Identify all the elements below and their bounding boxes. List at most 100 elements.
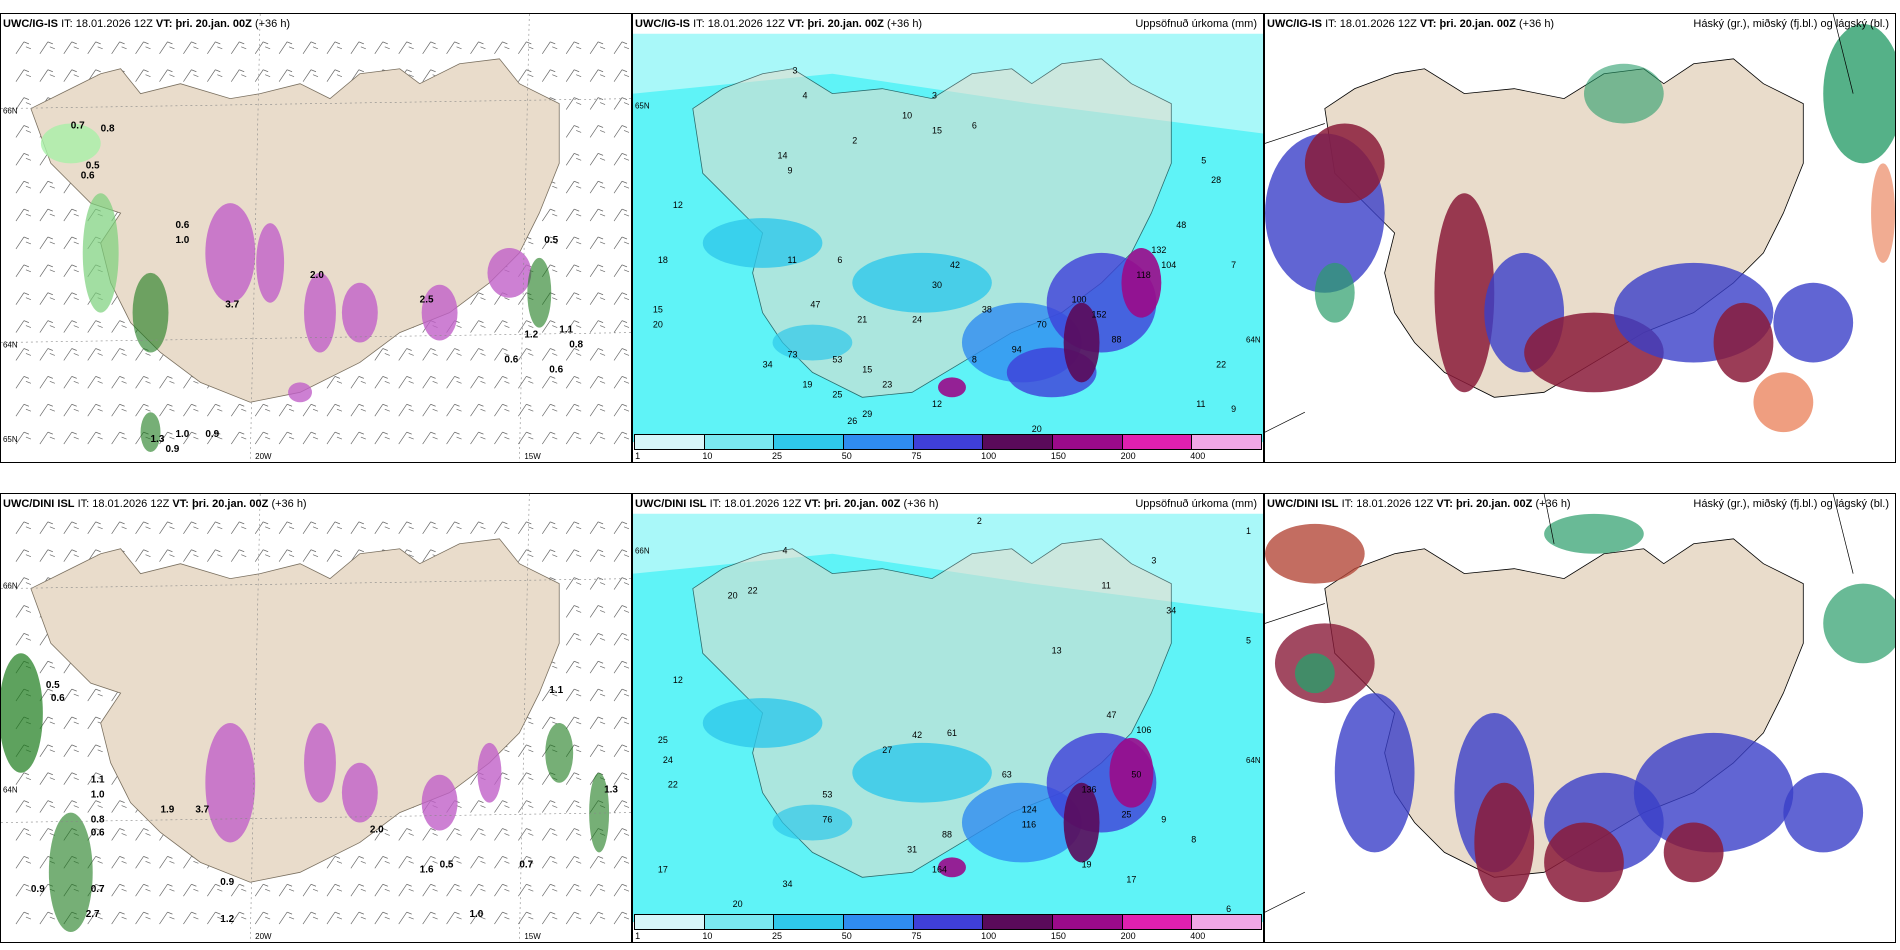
wind-barb-icon: [565, 633, 582, 646]
wind-barb-icon: [15, 605, 32, 618]
wind-barb-icon: [613, 660, 630, 674]
precip-value: 1.1: [559, 325, 573, 336]
wind-barb-icon: [39, 69, 55, 82]
wind-barb-icon: [422, 521, 438, 535]
wind-barb-icon: [565, 180, 582, 194]
wind-barb-icon: [518, 744, 534, 758]
it-value: 18.01.2026 12Z: [1356, 498, 1434, 510]
wind-barb-icon: [63, 800, 79, 813]
wind-barb-icon: [494, 800, 510, 813]
wind-barb-icon: [254, 883, 271, 897]
precip-value: 124: [1022, 805, 1037, 815]
panel-cloud-ig-is: UWC/IG-IS IT: 18.01.2026 12Z VT: þri. 20…: [1264, 13, 1896, 463]
wind-barb-icon: [87, 772, 103, 785]
wind-barb-icon: [350, 883, 366, 897]
colorbar-swatch: [774, 435, 845, 449]
wind-barb-icon: [183, 431, 199, 445]
wind-barb-icon: [183, 883, 199, 897]
wind-barb-icon: [494, 521, 510, 535]
wind-barb-icon: [518, 800, 534, 813]
precip-value: 7: [1231, 260, 1236, 270]
wind-barb-icon: [326, 521, 343, 535]
precip-values: 3 4 2 10 15 6 14 9 12 18 15 20 11 6 42 3…: [653, 66, 1236, 434]
wind-barb-icon: [135, 828, 151, 841]
wind-barb-icon: [374, 376, 390, 389]
wind-barb-icon: [589, 633, 606, 646]
wind-barb-icon: [278, 911, 295, 925]
iceland-land: [30, 538, 560, 883]
precip-value: 15: [653, 305, 663, 315]
panel-wind-dini-isl: UWC/DINI ISL IT: 18.01.2026 12Z VT: þri.…: [0, 493, 632, 943]
wind-barb-icon: [374, 403, 390, 417]
wind-barb-icon: [302, 911, 319, 925]
colorbar-swatch: [635, 435, 705, 449]
wind-barb-icon: [15, 41, 32, 55]
colorbar-tick: 75: [911, 451, 922, 461]
wind-barb-icon: [326, 376, 343, 389]
wind-barb-icon: [39, 292, 55, 305]
wind-barb-icon: [254, 403, 271, 417]
wind-barb-icon: [302, 883, 319, 897]
wind-barb-icon: [589, 376, 606, 389]
wind-barb-icon: [15, 180, 32, 194]
wind-map-svg: 66N 64N 20W 15W 0.5 0.6 1.1 1.0 0.8 0.6 …: [1, 494, 631, 942]
wind-barb-icon: [446, 431, 462, 445]
wind-barb-icon: [589, 549, 606, 562]
lead-time: (+36 h): [1535, 498, 1571, 510]
precip-value: 22: [1216, 359, 1226, 369]
wind-barb-icon: [398, 431, 414, 445]
axis-labels: 66N 64N: [635, 547, 1261, 765]
wind-barb-icon: [350, 521, 366, 535]
wind-barb-icon: [422, 376, 438, 389]
precip-value: 11: [788, 255, 797, 265]
precip-value: 152: [1092, 310, 1107, 320]
wind-barb-icon: [446, 883, 462, 897]
lead-time: (+36 h): [1518, 18, 1555, 30]
wind-barb-icon: [613, 69, 630, 82]
wind-barb-icon: [183, 403, 199, 417]
wind-barb-icon: [254, 69, 271, 82]
wind-barb-icon: [613, 292, 630, 305]
wind-barb-icon: [470, 828, 486, 841]
wind-barb-icon: [87, 348, 103, 361]
wind-barb-icon: [39, 431, 55, 445]
axis-label: 66N: [3, 582, 18, 591]
wind-barb-icon: [613, 856, 630, 869]
wind-barb-icon: [15, 236, 32, 250]
wind-barb-icon: [111, 911, 127, 925]
wind-barb-icon: [39, 320, 55, 333]
wind-barb-icon: [39, 376, 55, 389]
lead-time: (+36 h): [903, 498, 939, 510]
wind-barb-icon: [254, 549, 271, 562]
precip-value: 1.9: [160, 805, 174, 816]
vt-value: þri. 20.jan. 00Z: [823, 498, 901, 510]
wind-barb-icon: [15, 69, 32, 82]
wind-barb-icon: [565, 153, 582, 166]
wind-barb-icon: [589, 660, 606, 674]
wind-barb-icon: [87, 521, 103, 535]
wind-barb-icon: [470, 521, 486, 535]
lat-lon-lines: [1265, 14, 1854, 433]
precip-value: 4: [783, 546, 788, 556]
precip-value: 15: [932, 125, 942, 135]
wind-barb-icon: [470, 911, 486, 925]
wind-barb-icon: [565, 69, 582, 82]
precip-value: 1.2: [220, 914, 234, 925]
wind-barb-icon: [326, 69, 343, 82]
colorbar-tick: 400: [1190, 931, 1206, 941]
wind-barb-icon: [254, 911, 271, 925]
wind-barb-icon: [87, 403, 103, 417]
wind-barb-icon: [39, 828, 55, 841]
wind-barb-icon: [446, 41, 462, 55]
precip-value: 23: [882, 379, 892, 389]
precip-value: 136: [1082, 785, 1097, 795]
wind-barb-icon: [350, 376, 366, 389]
axis-label: 15W: [524, 932, 541, 941]
wind-barb-icon: [446, 348, 462, 361]
wind-barb-icon: [565, 208, 582, 222]
wind-barb-icon: [470, 856, 486, 869]
wind-barb-icon: [63, 688, 79, 702]
wind-barb-icon: [398, 828, 414, 841]
precip-value: 14: [778, 150, 788, 160]
wind-barb-icon: [518, 348, 534, 361]
